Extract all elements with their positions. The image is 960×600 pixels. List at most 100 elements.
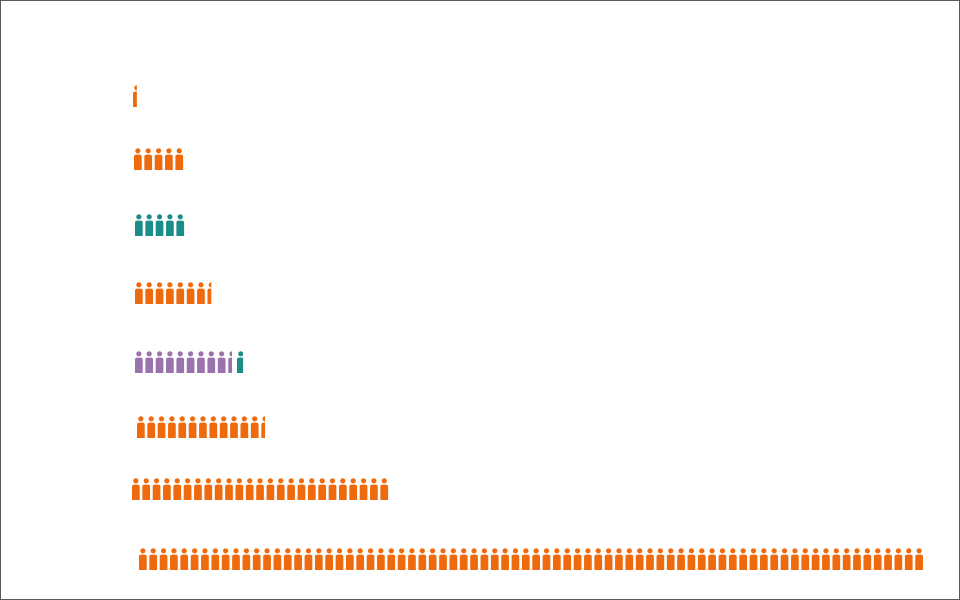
person-icon (180, 548, 189, 570)
person-icon (211, 548, 220, 570)
person-icon (904, 548, 913, 570)
person-icon (190, 548, 199, 570)
person-icon (144, 148, 153, 170)
person-icon (780, 548, 789, 570)
person-icon (791, 548, 799, 570)
person-icon (459, 548, 468, 570)
person-icon (584, 548, 592, 570)
person-icon (235, 478, 244, 500)
person-icon (252, 548, 261, 570)
person-icon (532, 548, 540, 570)
person-icon (594, 548, 603, 570)
person-icon (242, 548, 251, 570)
person-icon (842, 548, 851, 570)
person-icon (204, 478, 213, 500)
person-icon (287, 478, 295, 500)
person-icon (307, 478, 316, 500)
person-icon (408, 548, 416, 570)
person-icon (542, 548, 551, 570)
person-icon (170, 548, 178, 570)
person-icon (573, 548, 582, 570)
person-icon (335, 548, 344, 570)
person-icon (135, 351, 143, 373)
person-icon (137, 416, 145, 438)
person-icon (811, 548, 820, 570)
person-icon (832, 548, 841, 570)
person-icon (553, 548, 561, 570)
person-icon (656, 548, 665, 570)
person-icon (873, 548, 882, 570)
person-icon (261, 416, 266, 438)
person-icon (245, 478, 254, 500)
person-icon (863, 548, 872, 570)
person-icon (349, 478, 358, 500)
person-icon (853, 548, 861, 570)
person-icon (314, 548, 323, 570)
person-icon (915, 548, 923, 570)
person-icon (718, 548, 727, 570)
person-icon (687, 548, 696, 570)
person-icon (217, 351, 226, 373)
person-icon (197, 282, 205, 304)
person-icon (132, 478, 140, 500)
person-icon (155, 214, 164, 236)
person-icon (380, 478, 389, 500)
person-icon (325, 548, 333, 570)
pictogram-row-5 (135, 351, 244, 373)
person-icon (176, 351, 185, 373)
person-icon (276, 478, 285, 500)
person-icon (708, 548, 716, 570)
person-icon (428, 548, 437, 570)
person-icon (397, 548, 406, 570)
person-icon (188, 416, 197, 438)
person-icon (604, 548, 613, 570)
person-icon (221, 548, 230, 570)
person-icon (339, 478, 347, 500)
person-icon (646, 548, 654, 570)
person-icon (166, 351, 174, 373)
person-icon (232, 548, 240, 570)
person-icon (145, 214, 154, 236)
person-icon (283, 548, 292, 570)
person-icon (155, 282, 164, 304)
person-icon (449, 548, 458, 570)
pictogram-row-8 (139, 548, 923, 570)
pictogram-row-3 (135, 214, 185, 236)
person-icon (230, 416, 238, 438)
person-icon (615, 548, 623, 570)
person-icon (370, 478, 378, 500)
person-icon (359, 478, 368, 500)
person-icon (147, 416, 156, 438)
person-icon (173, 478, 182, 500)
person-icon (166, 282, 174, 304)
person-icon (470, 548, 478, 570)
pictogram-row-4 (135, 282, 212, 304)
person-icon (263, 548, 271, 570)
person-icon (186, 282, 195, 304)
person-icon (297, 478, 306, 500)
pictogram-row-7 (132, 478, 389, 500)
person-icon (328, 478, 337, 500)
person-icon (521, 548, 530, 570)
person-icon (884, 548, 892, 570)
person-icon (418, 548, 427, 570)
person-icon (266, 478, 275, 500)
person-icon (739, 548, 747, 570)
pictogram-row-1 (133, 85, 137, 107)
person-icon (894, 548, 903, 570)
person-icon (304, 548, 313, 570)
person-icon (155, 351, 164, 373)
person-icon (801, 548, 810, 570)
person-icon (219, 416, 228, 438)
person-icon (201, 548, 209, 570)
person-icon (183, 478, 192, 500)
person-icon (635, 548, 644, 570)
person-icon (134, 148, 142, 170)
person-icon (666, 548, 675, 570)
person-icon (366, 548, 375, 570)
person-icon (625, 548, 634, 570)
person-icon (168, 416, 176, 438)
person-icon (149, 548, 158, 570)
